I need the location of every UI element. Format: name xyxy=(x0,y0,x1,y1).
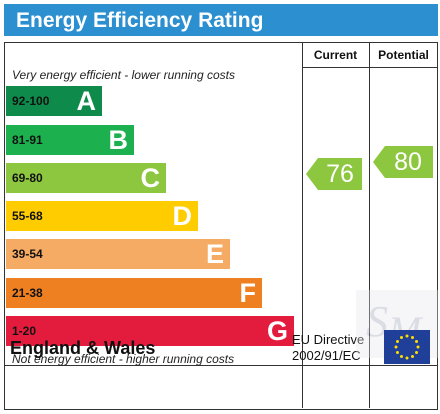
eu-star xyxy=(411,335,414,339)
header-divider xyxy=(302,67,437,68)
band-c: 69-80 C xyxy=(6,163,166,193)
eu-star xyxy=(415,340,419,343)
eu-star xyxy=(405,334,409,338)
directive-line1: EU Directive xyxy=(292,332,365,347)
eu-star xyxy=(400,335,403,339)
band-letter: D xyxy=(172,201,193,231)
top-note: Very energy efficient - lower running co… xyxy=(12,68,235,82)
potential-column-header: Potential xyxy=(378,48,429,62)
current-rating-value: 76 xyxy=(326,160,354,188)
eu-star xyxy=(395,351,399,354)
band-letter: G xyxy=(266,316,288,346)
rating-frame: Current Potential xyxy=(4,42,438,410)
bottom-note: Not energy efficient - higher running co… xyxy=(12,352,235,366)
band-letter: A xyxy=(76,86,97,116)
svg-text:S: S xyxy=(366,297,388,346)
band-range-label: 39-54 xyxy=(12,247,43,261)
footer-divider xyxy=(5,365,437,366)
band-range-label: 69-80 xyxy=(12,171,43,185)
band-f: 21-38 F xyxy=(6,278,262,308)
divider-current xyxy=(302,43,303,408)
band-a: 92-100 A xyxy=(6,86,102,116)
band-range-label: 1-20 xyxy=(12,324,37,338)
band-b: 81-91 B xyxy=(6,125,134,155)
band-range-label: 55-68 xyxy=(12,209,43,223)
eu-star xyxy=(411,355,414,359)
band-range-label: 21-38 xyxy=(12,286,43,300)
eu-directive: EU Directive 2002/91/EC xyxy=(292,332,364,364)
band-letter: F xyxy=(239,278,257,308)
eu-flag-icon xyxy=(384,330,430,364)
current-rating-arrow: 76 xyxy=(306,158,362,190)
band-range-label: 81-91 xyxy=(12,133,43,147)
directive-line2: 2002/91/EC xyxy=(292,348,361,363)
eu-star xyxy=(415,351,419,354)
band-range-label: 92-100 xyxy=(12,94,50,108)
band-letter: E xyxy=(205,239,224,269)
eu-star xyxy=(400,355,403,359)
region-label: England & Wales xyxy=(10,338,156,358)
band-d: 55-68 D xyxy=(6,201,198,231)
page-title: Energy Efficiency Rating xyxy=(16,9,264,32)
title-bar: Energy Efficiency Rating xyxy=(4,4,438,36)
potential-rating-arrow: 80 xyxy=(373,146,433,178)
band-g: 1-20 G xyxy=(6,316,294,346)
eu-star xyxy=(395,340,399,343)
eu-star xyxy=(394,345,398,349)
band-e: 39-54 E xyxy=(6,239,230,269)
potential-rating-value: 80 xyxy=(394,148,422,176)
band-letter: B xyxy=(108,125,129,155)
divider-potential xyxy=(369,43,370,408)
current-column-header: Current xyxy=(313,48,358,62)
band-letter: C xyxy=(140,163,161,193)
eu-star xyxy=(405,356,409,360)
eu-star xyxy=(416,345,420,349)
